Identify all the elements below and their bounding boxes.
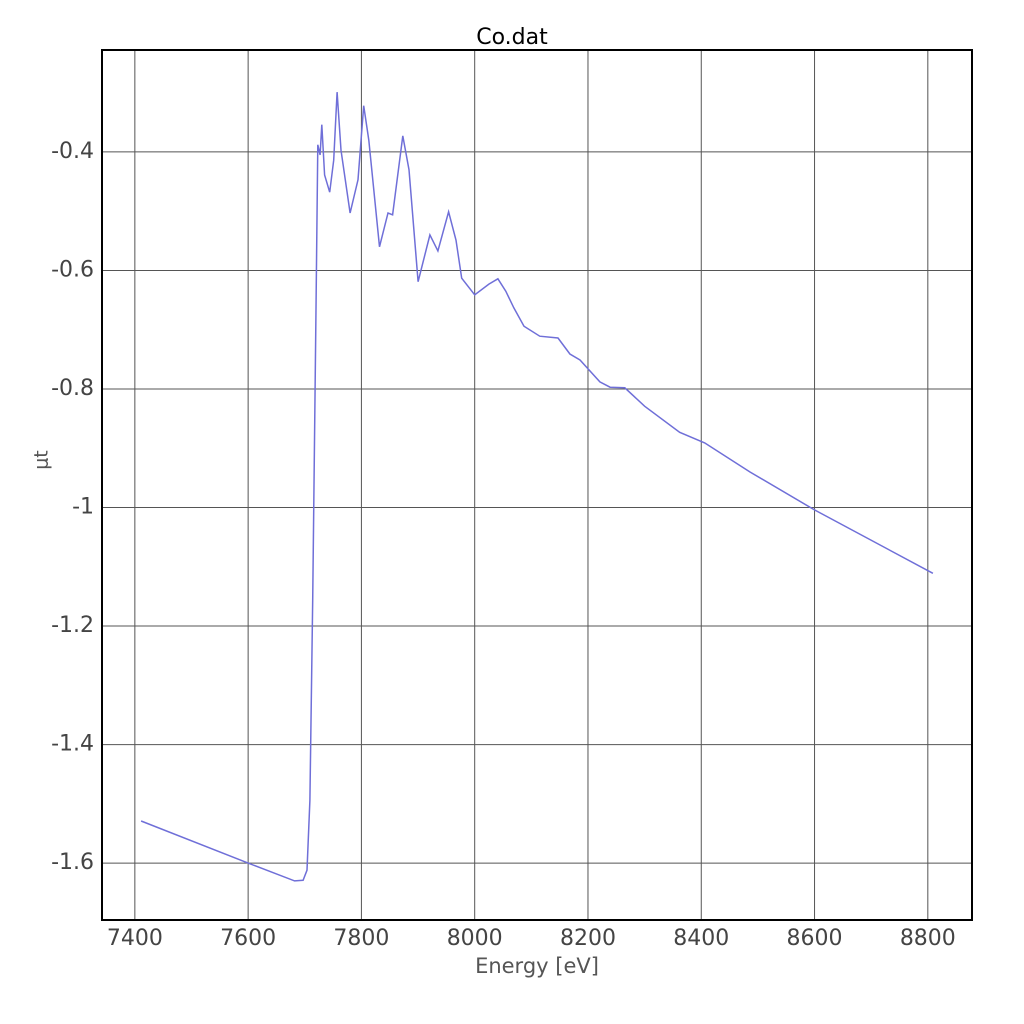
chart-title: Co.dat bbox=[476, 25, 548, 50]
x-tick-label: 8200 bbox=[560, 926, 616, 951]
x-tick-label: 8800 bbox=[900, 926, 956, 951]
x-tick-label: 7800 bbox=[333, 926, 389, 951]
y-tick-label: -0.8 bbox=[51, 376, 94, 401]
x-tick-label: 8000 bbox=[447, 926, 503, 951]
y-tick-label: -1.2 bbox=[51, 613, 94, 638]
plot-frame bbox=[101, 49, 973, 921]
x-tick-label: 7400 bbox=[107, 926, 163, 951]
x-axis-label: Energy [eV] bbox=[475, 954, 599, 978]
data-line bbox=[140, 92, 934, 882]
y-axis-label: μt bbox=[31, 450, 53, 470]
x-tick-label: 8400 bbox=[673, 926, 729, 951]
x-tick-label: 7600 bbox=[220, 926, 276, 951]
y-tick-label: -1.4 bbox=[51, 732, 94, 757]
y-tick-label: -0.4 bbox=[51, 139, 94, 164]
y-tick-label: -1 bbox=[72, 495, 94, 520]
x-tick-label: 8600 bbox=[787, 926, 843, 951]
y-tick-label: -0.6 bbox=[51, 257, 94, 282]
y-tick-label: -1.6 bbox=[51, 850, 94, 875]
